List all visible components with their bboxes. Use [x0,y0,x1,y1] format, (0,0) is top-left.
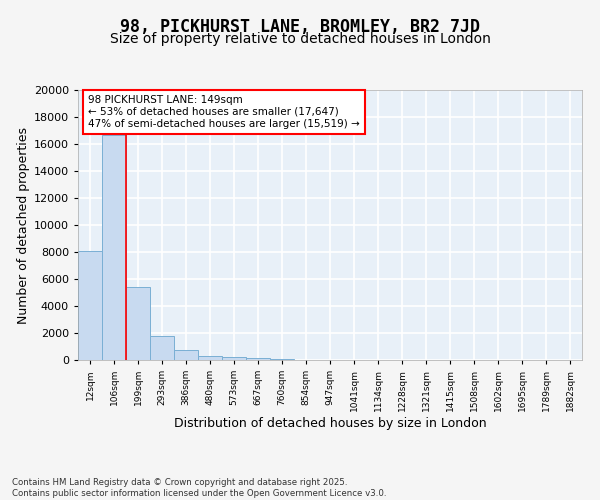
Bar [150,336,174,360]
Bar [126,287,150,360]
Text: 98, PICKHURST LANE, BROMLEY, BR2 7JD: 98, PICKHURST LANE, BROMLEY, BR2 7JD [120,18,480,36]
Text: Size of property relative to detached houses in London: Size of property relative to detached ho… [110,32,490,46]
Bar [222,358,246,360]
Bar [174,350,198,360]
Y-axis label: Number of detached properties: Number of detached properties [17,126,29,324]
X-axis label: Distribution of detached houses by size in London: Distribution of detached houses by size … [173,416,487,430]
Bar [198,356,222,360]
Text: 98 PICKHURST LANE: 149sqm
← 53% of detached houses are smaller (17,647)
47% of s: 98 PICKHURST LANE: 149sqm ← 53% of detac… [88,96,360,128]
Bar [78,250,102,360]
Bar [102,134,126,360]
Bar [270,358,294,360]
Text: Contains HM Land Registry data © Crown copyright and database right 2025.
Contai: Contains HM Land Registry data © Crown c… [12,478,386,498]
Bar [246,358,270,360]
